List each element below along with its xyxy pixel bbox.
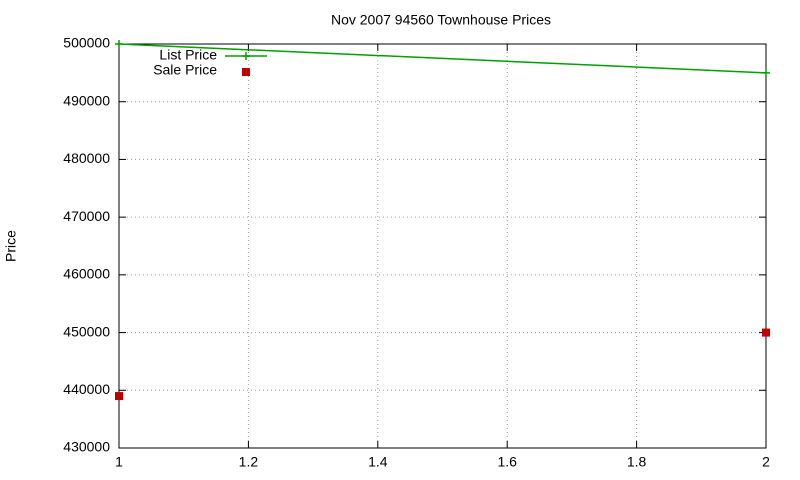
x-tick-label: 1 <box>115 454 123 470</box>
y-tick-label: 460000 <box>63 266 110 282</box>
legend-marker <box>242 52 250 60</box>
y-tick-label: 480000 <box>63 150 110 166</box>
y-tick-label: 500000 <box>63 35 110 51</box>
chart-title: Nov 2007 94560 Townhouse Prices <box>331 12 551 28</box>
y-tick-label: 490000 <box>63 92 110 108</box>
y-axis-label: Price <box>3 230 19 262</box>
legend-label: Sale Price <box>153 62 217 78</box>
legend-marker <box>242 68 250 76</box>
point <box>762 328 770 337</box>
point <box>762 68 770 77</box>
point <box>115 40 123 48</box>
x-tick-label: 1.2 <box>239 454 259 470</box>
x-tick-label: 1.6 <box>497 454 517 470</box>
line <box>118 43 767 74</box>
x-tick-label: 1.8 <box>627 454 647 470</box>
legend-label: List Price <box>159 47 217 63</box>
y-tick-label: 440000 <box>63 381 110 397</box>
x-tick-label: 2 <box>762 454 770 470</box>
y-tick-label: 470000 <box>63 208 110 224</box>
plot-frame <box>118 43 767 449</box>
y-tick-label: 430000 <box>63 439 110 455</box>
x-tick-label: 1.4 <box>368 454 388 470</box>
point <box>115 392 123 401</box>
y-tick-label: 450000 <box>63 323 110 339</box>
